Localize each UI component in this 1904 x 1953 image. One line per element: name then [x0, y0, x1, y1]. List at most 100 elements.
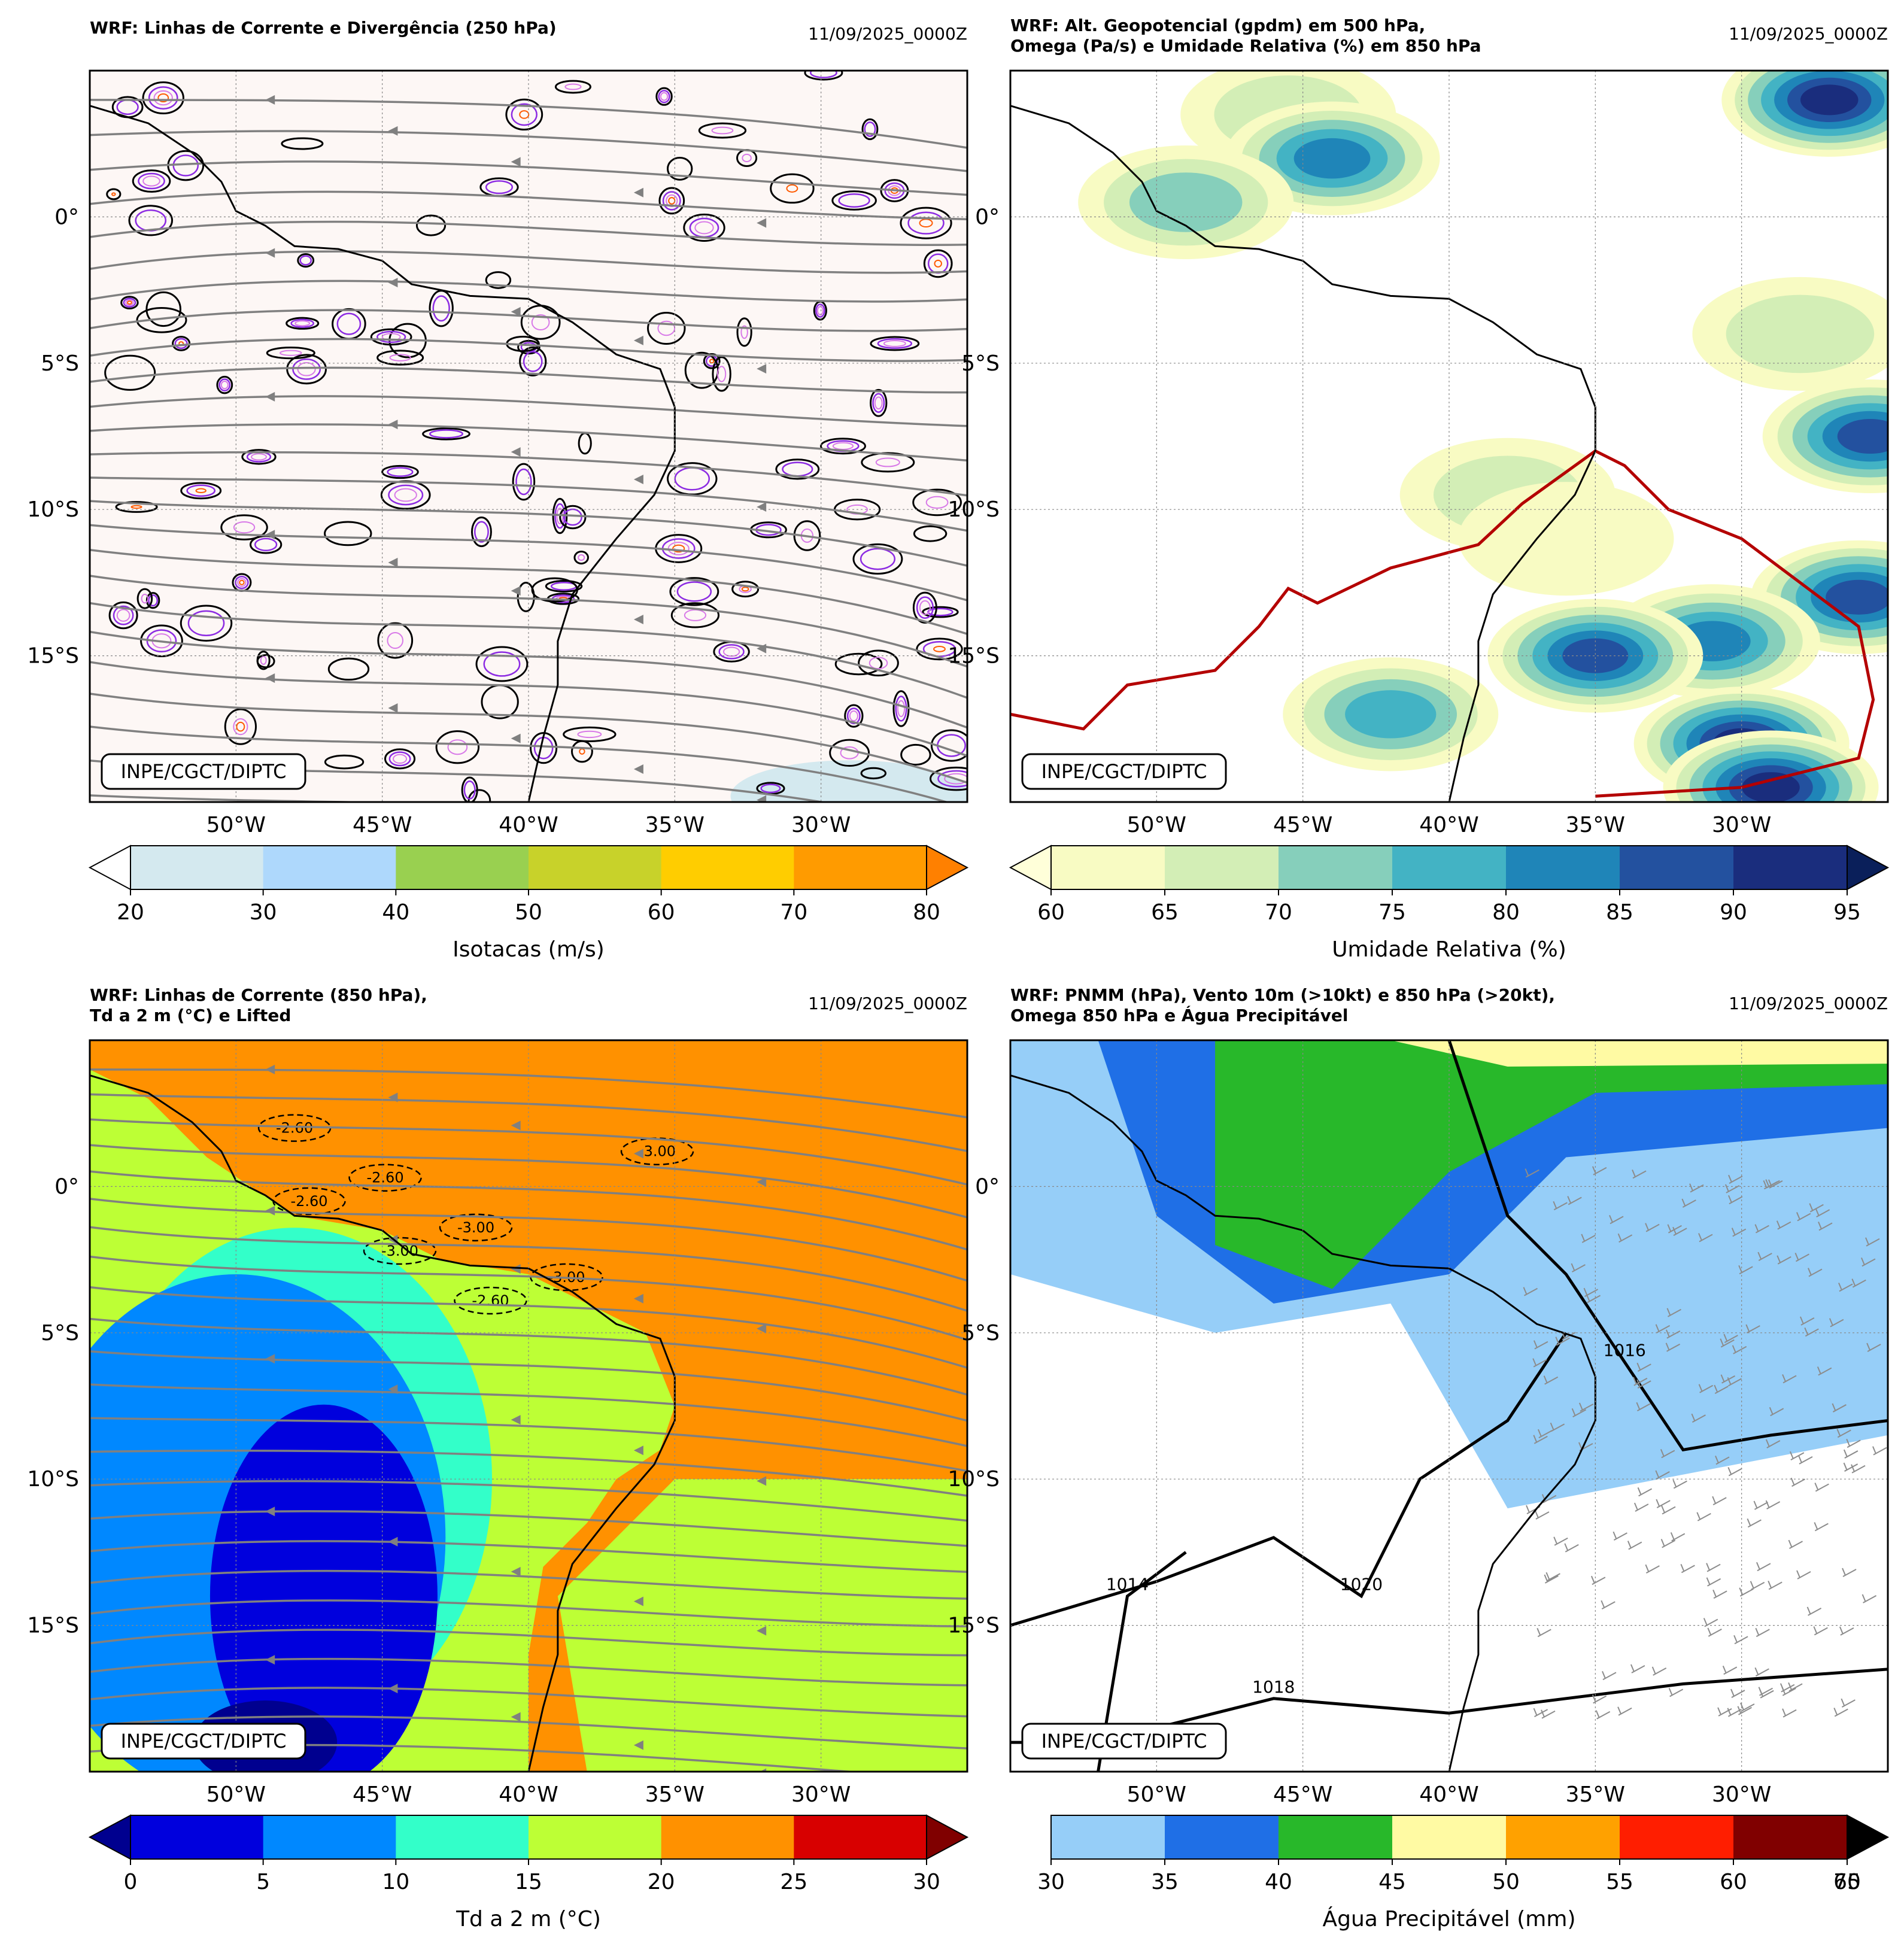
divergence-contour: [251, 453, 267, 461]
streamline: [90, 1629, 967, 1657]
divergence-contour: [740, 325, 748, 339]
divergence-contour: [944, 773, 967, 785]
divergence-contour: [517, 339, 540, 355]
divergence-contour: [512, 463, 536, 501]
x-tick-label: 45°W: [1273, 813, 1332, 837]
colorbar-segment: [263, 846, 396, 889]
wind-barb: [1866, 1343, 1881, 1352]
divergence-contour: [157, 93, 169, 103]
colorbar-frame: [1050, 845, 1848, 890]
divergence-contour: [148, 594, 159, 607]
colorbar-tick-label: 5: [256, 1870, 270, 1894]
streamline-arrow: [265, 1506, 275, 1517]
streamline: [90, 280, 967, 303]
divergence-contour: [672, 544, 685, 553]
streamline-arrow: [757, 218, 767, 228]
streamline-arrow: [265, 1354, 275, 1364]
wind-barb: [1613, 1531, 1627, 1541]
divergence-contour: [132, 169, 171, 193]
divergence-contour: [387, 467, 414, 477]
wind-barb: [1768, 1580, 1782, 1590]
divergence-contour: [676, 581, 712, 602]
divergence-contour: [573, 551, 589, 565]
colorbar-tick-label: 60: [648, 900, 675, 925]
rh-shade: [1800, 84, 1859, 116]
wind-barb: [1757, 1252, 1772, 1261]
y-tick-label: 5°S: [961, 351, 1000, 376]
colorbar-extend-low: [1009, 845, 1052, 891]
wind-barb: [1698, 1384, 1714, 1393]
streamline: [90, 548, 967, 635]
divergence-contour: [266, 347, 315, 360]
divergence-contour: [809, 71, 837, 78]
divergence-contour: [864, 121, 876, 137]
isobar-label: 1020: [1340, 1575, 1383, 1594]
wind-barb: [1846, 1438, 1861, 1448]
divergence-contour: [297, 362, 316, 376]
divergence-contour: [731, 581, 760, 598]
lifted-contour: [439, 1213, 513, 1242]
wind-barb: [1706, 1563, 1721, 1572]
wind-barb: [1724, 1184, 1740, 1193]
colorbar-extend-high: [926, 845, 969, 891]
x-tick-label: 40°W: [1419, 813, 1478, 837]
divergence-contour: [563, 726, 617, 742]
divergence-contour: [930, 766, 967, 791]
wind-barb: [1842, 1568, 1857, 1577]
map-area: [90, 71, 967, 802]
panel-timestamp: 11/09/2025_0000Z: [1729, 994, 1888, 1013]
wind-barb: [1765, 1439, 1781, 1448]
wind-barb: [1592, 1166, 1607, 1176]
wind-barb: [1656, 1499, 1671, 1508]
divergence-contour: [126, 300, 132, 305]
streamline: [90, 338, 967, 362]
divergence-contour: [290, 318, 315, 328]
panel-title: WRF: Linhas de Corrente e Divergência (2…: [90, 18, 557, 38]
wind-barb: [1632, 1170, 1647, 1179]
divergence-contour: [736, 317, 752, 347]
divergence-contour: [299, 255, 312, 266]
divergence-contour: [153, 90, 173, 106]
wind-barb: [1698, 1233, 1713, 1243]
divergence-contour: [849, 710, 858, 722]
wind-barb: [1732, 1345, 1747, 1354]
wind-barb: [1776, 1220, 1791, 1230]
wind-barb: [1571, 1408, 1587, 1418]
colorbar-segment: [529, 1815, 662, 1859]
td-0-5-field: [209, 1404, 438, 1772]
panel-title: WRF: Linhas de Corrente (850 hPa),: [90, 985, 427, 1005]
lifted-contour-label: -2.60: [366, 1170, 403, 1186]
streamline-arrow: [388, 557, 398, 567]
wind-barb: [1661, 1505, 1676, 1515]
map-area: 1016 1018 1020 1014: [1010, 1040, 1888, 1772]
wind-barb: [1523, 1287, 1538, 1296]
coastline: [1010, 1074, 1596, 1772]
divergence-contour: [483, 651, 521, 677]
divergence-contour: [281, 137, 324, 150]
colorbar-label: Isotacas (m/s): [453, 937, 605, 962]
wind-barb: [1833, 1708, 1848, 1717]
chart-panel-p2: WRF: Alt. Geopotencial (gpdm) em 500 hPa…: [948, 16, 1890, 962]
colorbar-tick-label: 95: [1833, 900, 1861, 925]
streamline-arrow: [633, 1596, 643, 1606]
lifted-contour-label: -2.60: [472, 1292, 509, 1309]
wind-barb: [1617, 1233, 1633, 1243]
divergence-contour: [883, 340, 906, 347]
wind-barb: [1720, 1374, 1736, 1384]
wind-barb: [1851, 1278, 1866, 1288]
divergence-contour: [292, 358, 321, 380]
colorbar-tick-label: 60: [1037, 900, 1065, 925]
wind-barb: [1788, 1539, 1803, 1550]
divergence-contour: [120, 296, 139, 309]
wind-barb: [1707, 1627, 1722, 1637]
wind-barb: [1637, 1487, 1653, 1497]
streamline-arrow: [511, 733, 521, 743]
divergence-contour: [297, 253, 315, 268]
streamline: [90, 1510, 967, 1547]
divergence-contour: [564, 83, 582, 90]
wind-barb: [1728, 1174, 1743, 1184]
divergence-contour: [519, 347, 547, 376]
x-tick-label: 50°W: [1127, 1782, 1186, 1807]
divergence-contour: [471, 517, 492, 548]
colorbar-segment: [130, 1815, 264, 1859]
